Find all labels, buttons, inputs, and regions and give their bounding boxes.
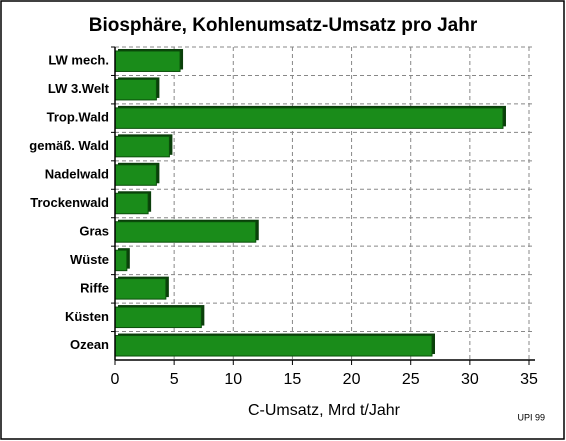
y-tick-label: Nadelwald [45, 166, 109, 181]
y-tick-label: Küsten [65, 309, 109, 324]
y-tick-label: Trockenwald [30, 195, 109, 210]
source-note: UPI 99 [517, 412, 545, 422]
y-tick-label: Wüste [70, 252, 109, 267]
bar [114, 78, 157, 101]
y-tick-label: Gras [79, 223, 109, 238]
bar [114, 192, 149, 215]
x-tick-label: 0 [111, 371, 120, 388]
x-tick-label: 30 [461, 371, 479, 388]
x-tick-label: 20 [343, 371, 361, 388]
chart-title: Biosphäre, Kohlenumsatz-Umsatz pro Jahr [89, 15, 478, 36]
x-tick-label: 35 [520, 371, 538, 388]
x-tick-label: 25 [402, 371, 420, 388]
y-tick-label: gemäß. Wald [29, 138, 109, 153]
bar [114, 306, 202, 329]
bar [114, 107, 504, 129]
bar [114, 164, 157, 186]
x-tick-label: 5 [170, 371, 179, 388]
bar [114, 50, 181, 72]
y-tick-label: LW 3.Welt [48, 81, 110, 96]
bar [114, 335, 433, 357]
y-tick-label: Trop.Wald [47, 110, 109, 125]
y-tick-label: Riffe [80, 280, 109, 295]
x-axis-label: C-Umsatz, Mrd t/Jahr [248, 402, 401, 419]
x-tick-label: 15 [284, 371, 302, 388]
y-tick-label: LW mech. [48, 53, 109, 68]
bar [114, 221, 257, 243]
bar [114, 135, 170, 158]
x-tick-label: 10 [224, 371, 242, 388]
y-tick-label: Ozean [70, 337, 109, 352]
bar [114, 249, 128, 272]
bar [114, 278, 167, 300]
